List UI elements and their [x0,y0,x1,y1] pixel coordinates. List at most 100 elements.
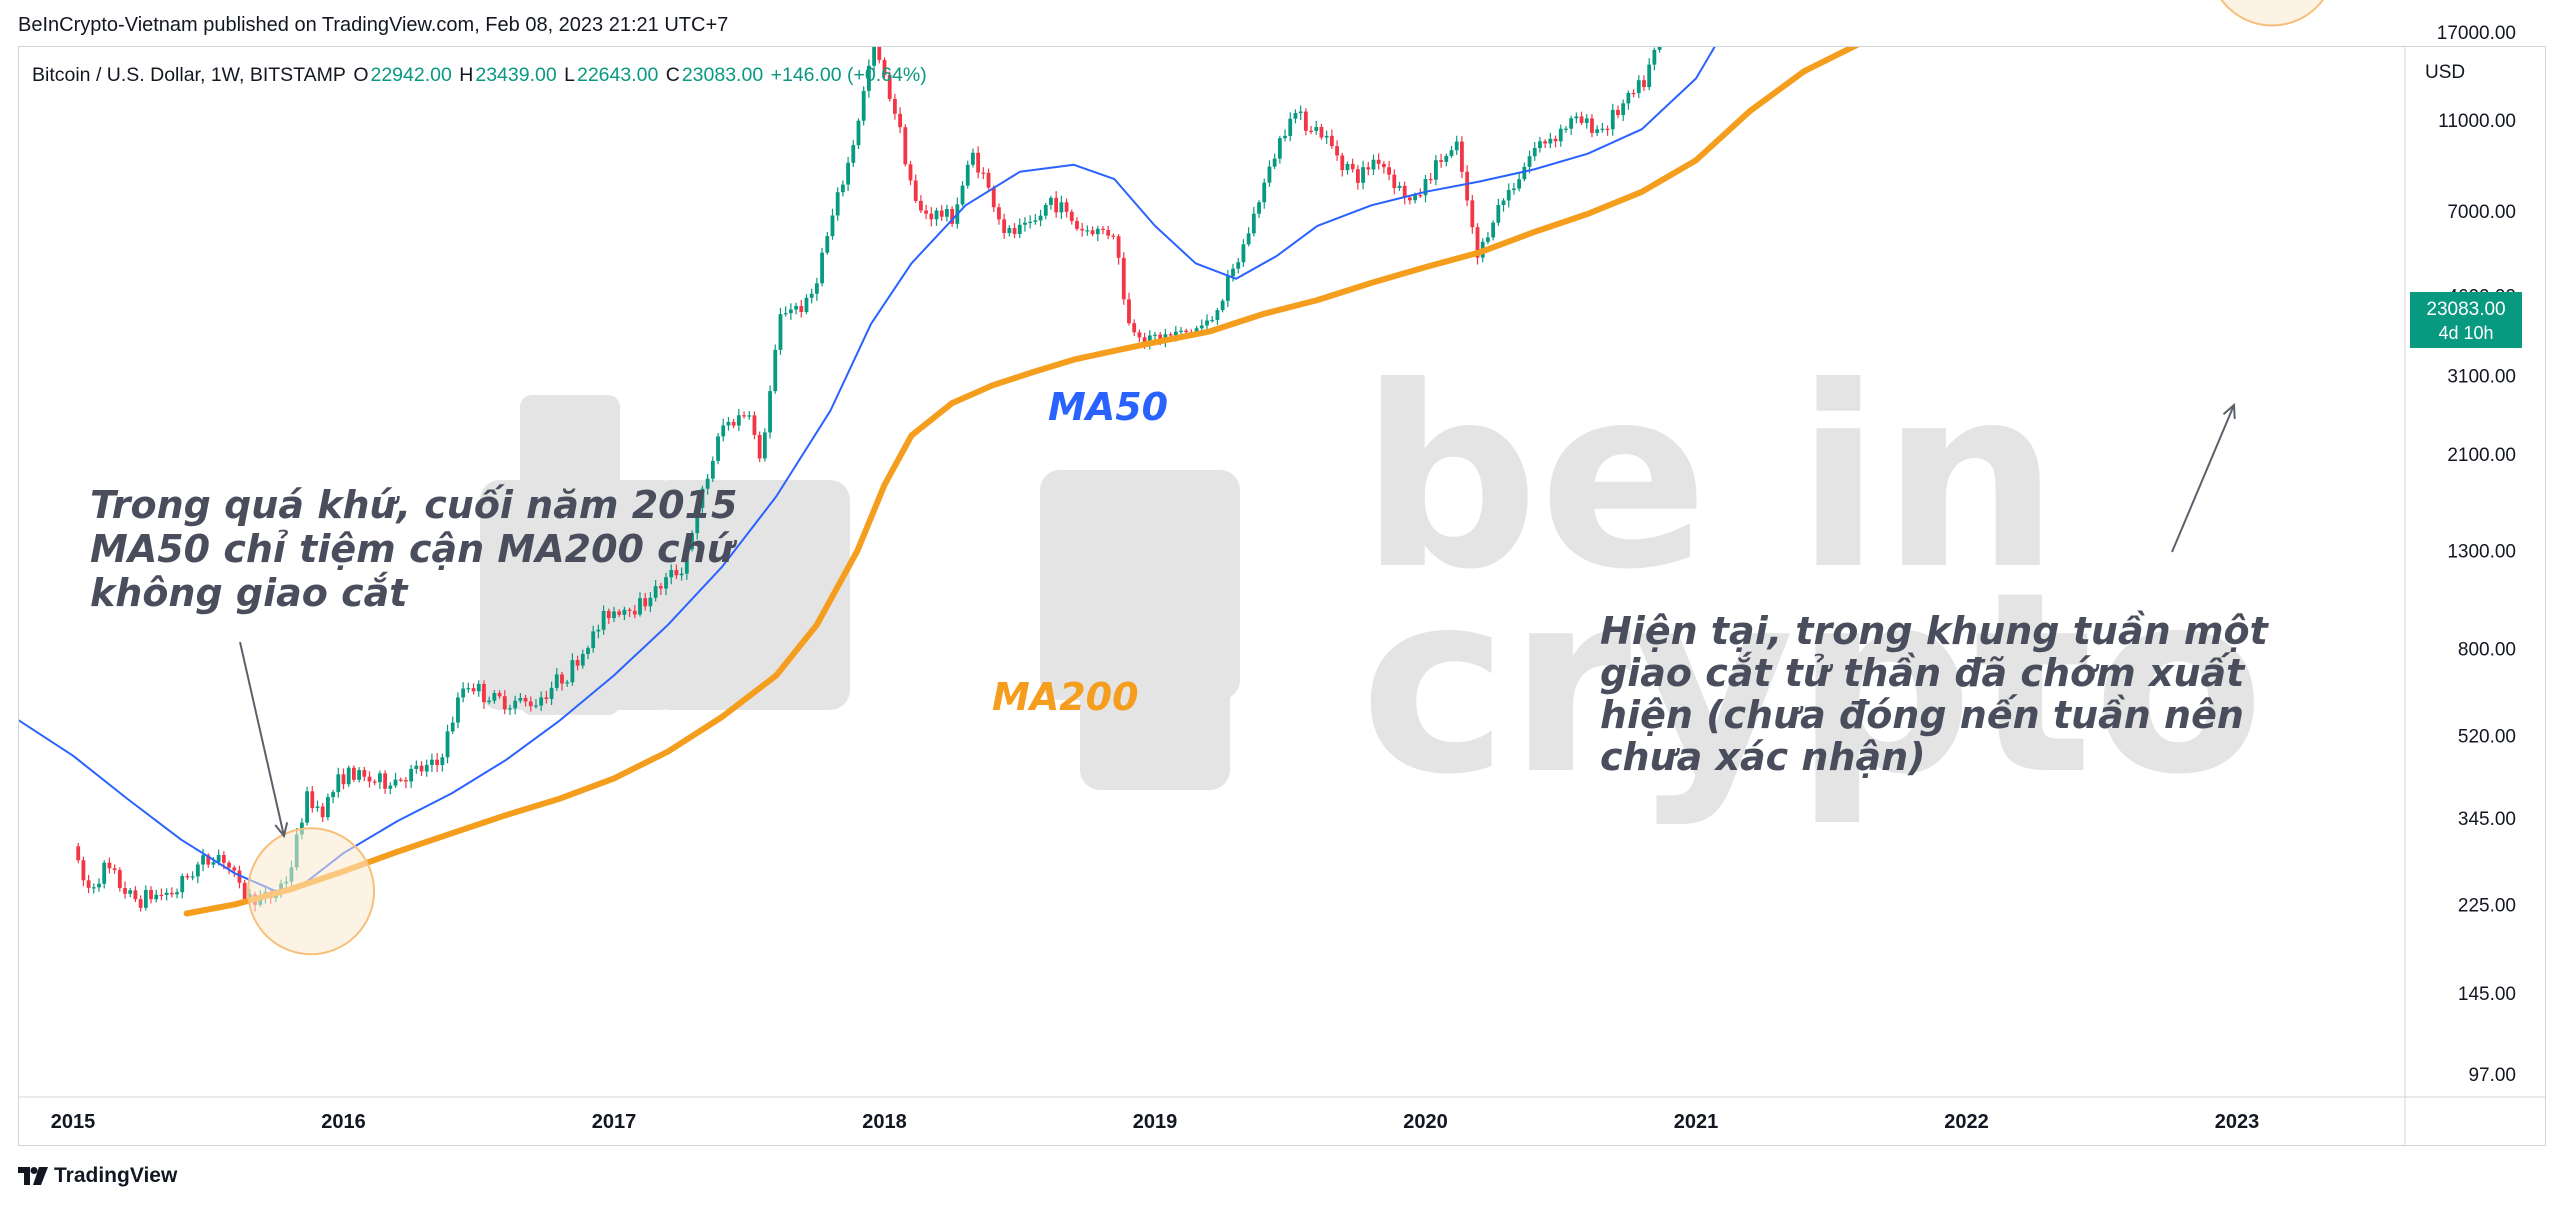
candle[interactable] [1595,125,1600,137]
candle[interactable] [544,690,549,704]
candle[interactable] [143,885,148,911]
candle[interactable] [606,608,611,624]
candle[interactable] [1590,114,1594,138]
candle[interactable] [997,203,1001,225]
candle[interactable] [1574,112,1579,124]
candle[interactable] [1101,225,1105,235]
candle[interactable] [91,883,96,894]
candle[interactable] [2209,30,2213,40]
candle[interactable] [1121,252,1126,305]
candle[interactable] [1329,129,1334,149]
candle[interactable] [175,888,179,899]
candle[interactable] [1324,130,1329,144]
candle[interactable] [2188,0,2192,4]
candle[interactable] [627,607,632,618]
candle[interactable] [1428,172,1433,184]
ma200-line[interactable] [183,0,2264,917]
candle[interactable] [97,878,101,892]
candle[interactable] [934,207,939,226]
candle[interactable] [1626,90,1631,110]
candle[interactable] [2183,0,2187,1]
candle[interactable] [398,777,403,783]
candle[interactable] [632,605,637,619]
candle[interactable] [965,160,970,189]
candle[interactable] [1277,135,1282,164]
candle[interactable] [1350,158,1355,173]
candle[interactable] [76,842,81,864]
candle[interactable] [1059,195,1064,220]
candle[interactable] [648,592,653,613]
candle[interactable] [2204,20,2208,38]
candle[interactable] [653,580,658,602]
candle[interactable] [2178,0,2182,10]
candle[interactable] [1153,331,1157,340]
candle[interactable] [149,886,153,904]
candle[interactable] [315,800,320,812]
candle[interactable] [1579,111,1584,125]
candle[interactable] [450,716,455,734]
candle[interactable] [2225,28,2229,39]
candle[interactable] [164,888,169,901]
candle[interactable] [1548,132,1553,149]
candle[interactable] [747,411,752,420]
candle[interactable] [362,766,367,782]
candle[interactable] [325,793,330,821]
candle[interactable] [471,683,476,695]
candle[interactable] [424,759,429,777]
candle[interactable] [237,865,242,889]
candle[interactable] [1402,181,1407,205]
candle[interactable] [939,205,944,221]
candle[interactable] [846,156,850,191]
candle[interactable] [1553,135,1558,148]
candle[interactable] [945,204,949,222]
candle[interactable] [336,767,341,798]
candle[interactable] [2152,0,2156,9]
candle[interactable] [1387,160,1391,181]
candle[interactable] [1569,115,1574,135]
candle[interactable] [991,185,996,212]
candle[interactable] [2147,0,2151,7]
candle[interactable] [1605,125,1610,136]
candle[interactable] [773,344,778,394]
candle[interactable] [1095,225,1100,242]
candle[interactable] [1298,105,1303,121]
candle[interactable] [492,690,497,704]
candle[interactable] [1038,209,1043,227]
candle[interactable] [430,753,434,773]
candle[interactable] [742,411,746,419]
symbol-legend[interactable]: Bitcoin / U.S. Dollar, 1W, BITSTAMP O 229… [32,64,929,87]
candle[interactable] [856,118,861,150]
candle[interactable] [86,874,91,894]
price-axis[interactable]: USD90000.0060000.0040000.0025000.0017000… [2404,0,2516,1145]
candle[interactable] [159,888,164,901]
candle[interactable] [378,770,382,790]
candle[interactable] [893,93,897,120]
candle[interactable] [508,704,512,715]
candle[interactable] [830,208,835,240]
candle[interactable] [1517,172,1522,192]
symbol-title[interactable]: Bitcoin / U.S. Dollar, 1W, BITSTAMP [32,64,346,86]
candle[interactable] [1054,191,1059,218]
candle[interactable] [1460,136,1464,179]
candle[interactable] [1678,0,1682,11]
candle[interactable] [710,456,715,483]
candle[interactable] [1584,114,1589,129]
candle[interactable] [835,187,840,221]
candle[interactable] [612,606,616,623]
candle[interactable] [1532,141,1537,161]
candle[interactable] [414,760,419,774]
candle[interactable] [971,148,975,168]
candle[interactable] [674,564,679,579]
candle[interactable] [898,107,903,134]
candle[interactable] [1293,109,1298,124]
candle[interactable] [658,582,663,596]
candle[interactable] [128,888,133,898]
candle[interactable] [466,682,471,693]
candle[interactable] [227,860,231,875]
candle[interactable] [2167,0,2171,9]
candle[interactable] [1303,108,1308,136]
candle[interactable] [1470,194,1475,234]
candle[interactable] [440,753,445,772]
candle[interactable] [560,671,564,691]
candle[interactable] [352,765,356,782]
